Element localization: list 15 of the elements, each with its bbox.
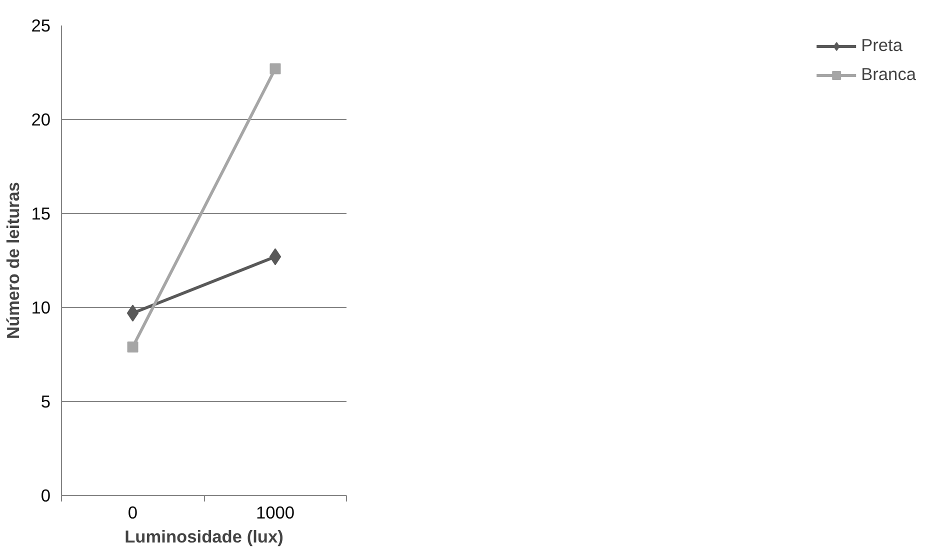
y-tick-label: 25 xyxy=(31,16,51,36)
x-axis-title: Luminosidade (lux) xyxy=(124,526,284,546)
y-tick-label: 10 xyxy=(31,298,51,318)
point xyxy=(126,304,139,322)
y-tick-label: 20 xyxy=(31,110,51,130)
legend-label: Preta xyxy=(861,35,903,56)
x-tick-label: 1000 xyxy=(256,502,295,522)
y-tick-label: 15 xyxy=(31,204,51,224)
legend-label: Branca xyxy=(861,64,916,85)
point xyxy=(127,341,138,352)
y-axis-title: Número de leituras xyxy=(3,182,24,339)
y-tick-label: 0 xyxy=(40,486,51,506)
y-tick-label: 5 xyxy=(40,392,51,412)
point xyxy=(269,248,282,266)
point xyxy=(270,63,281,74)
